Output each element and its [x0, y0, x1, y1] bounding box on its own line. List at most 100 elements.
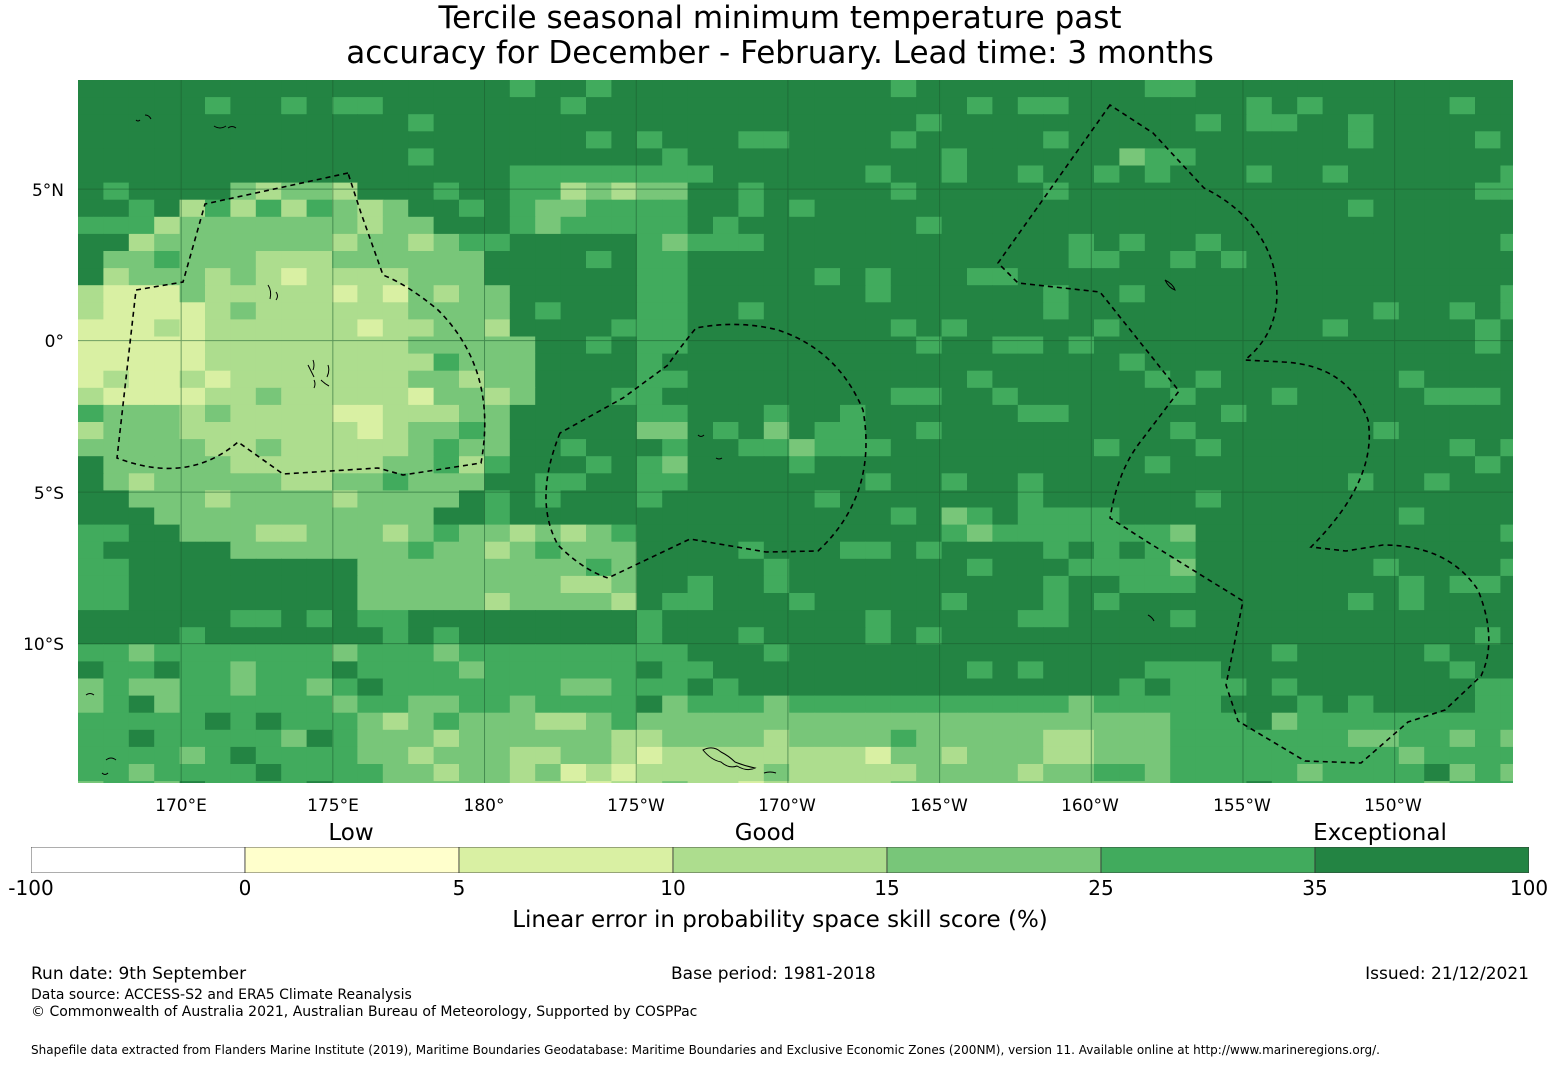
skill-cell	[738, 114, 765, 132]
skill-cell	[357, 370, 384, 389]
skill-cell	[382, 781, 409, 783]
skill-cell	[1246, 678, 1273, 697]
skill-cell	[1144, 575, 1171, 594]
skill-cell	[332, 80, 358, 98]
skill-cell	[382, 97, 409, 115]
skill-cell	[992, 490, 1019, 509]
skill-cell	[1297, 131, 1324, 149]
skill-cell	[1475, 507, 1501, 526]
skill-cell	[1221, 165, 1247, 184]
skill-cell	[281, 593, 308, 611]
skill-cell	[1500, 97, 1513, 115]
skill-cell	[789, 473, 816, 491]
legend-tick: 35	[1302, 876, 1328, 900]
skill-cell	[1500, 439, 1513, 457]
skill-cell	[1144, 439, 1171, 457]
skill-cell	[1144, 712, 1171, 731]
skill-cell	[1119, 661, 1146, 680]
skill-cell	[179, 490, 206, 509]
skill-cell	[586, 404, 612, 423]
skill-cell	[814, 764, 841, 782]
skill-cell	[687, 610, 714, 628]
skill-cell	[1449, 131, 1476, 149]
skill-cell	[509, 541, 536, 560]
skill-cell	[535, 439, 562, 457]
skill-cell	[459, 165, 485, 184]
skill-cell	[1475, 764, 1501, 782]
skill-cell	[306, 575, 333, 594]
skill-cell	[281, 764, 308, 782]
skill-cell	[1398, 319, 1425, 338]
skill-cell	[1500, 199, 1513, 218]
skill-cell	[916, 353, 943, 372]
skill-cell	[687, 404, 714, 423]
skill-cell	[154, 80, 181, 98]
skill-cell	[459, 610, 485, 628]
skill-cell	[687, 370, 714, 389]
skill-cell	[230, 319, 257, 338]
skill-cell	[1068, 473, 1095, 491]
skill-cell	[1449, 251, 1476, 269]
skill-cell	[1297, 199, 1324, 218]
skill-cell	[560, 148, 587, 167]
skill-cell	[814, 575, 841, 594]
skill-cell	[281, 473, 308, 491]
skill-cell	[890, 370, 917, 389]
skill-cell	[662, 746, 689, 765]
skill-cell	[433, 593, 460, 611]
skill-cell	[1500, 336, 1513, 355]
skill-cell	[967, 422, 993, 440]
skill-cell	[484, 97, 511, 115]
skill-cell	[306, 764, 333, 782]
skill-cell	[763, 80, 790, 98]
skill-cell	[916, 233, 943, 252]
skill-cell	[1195, 558, 1222, 577]
skill-cell	[586, 182, 612, 201]
skill-cell	[459, 319, 485, 338]
skill-cell	[738, 285, 765, 303]
skill-cell	[78, 97, 104, 115]
skill-cell	[154, 507, 181, 526]
island-fiji-north	[85, 693, 117, 775]
skill-cell	[687, 575, 714, 594]
skill-cell	[1221, 456, 1247, 474]
skill-cell	[1017, 165, 1044, 184]
skill-cell	[941, 80, 968, 98]
skill-cell	[103, 387, 130, 406]
skill-cell	[281, 251, 308, 269]
skill-cell	[890, 302, 917, 320]
skill-cell	[840, 507, 866, 526]
skill-cell	[967, 302, 993, 320]
skill-cell	[1094, 593, 1120, 611]
skill-cell	[1322, 661, 1349, 680]
skill-cell	[281, 422, 308, 440]
skill-cell	[484, 422, 511, 440]
skill-cell	[941, 422, 968, 440]
skill-cell	[1246, 302, 1273, 320]
skill-cell	[1322, 370, 1349, 389]
skill-cell	[382, 729, 409, 748]
skill-cell	[128, 712, 155, 731]
skill-cell	[687, 507, 714, 526]
skill-cell	[128, 541, 155, 560]
skill-cell	[890, 114, 917, 132]
skill-cell	[916, 422, 943, 440]
skill-cell	[916, 148, 943, 167]
skill-cell	[408, 353, 435, 372]
skill-cell	[763, 627, 790, 645]
skill-cell	[840, 490, 866, 509]
skill-cell	[916, 473, 943, 491]
skill-cell	[509, 114, 536, 132]
skill-cell	[560, 336, 587, 355]
skill-cell	[586, 268, 612, 286]
skill-cell	[1348, 781, 1374, 783]
skill-cell	[1297, 490, 1324, 509]
skill-cell	[78, 114, 104, 132]
skill-cell	[1043, 387, 1070, 406]
skill-cell	[1068, 336, 1095, 355]
base-period: Base period: 1981-2018	[671, 964, 876, 984]
skill-cell	[967, 182, 993, 201]
skill-cell	[484, 370, 511, 389]
skill-cell	[179, 473, 206, 491]
skill-cell	[1322, 644, 1349, 662]
